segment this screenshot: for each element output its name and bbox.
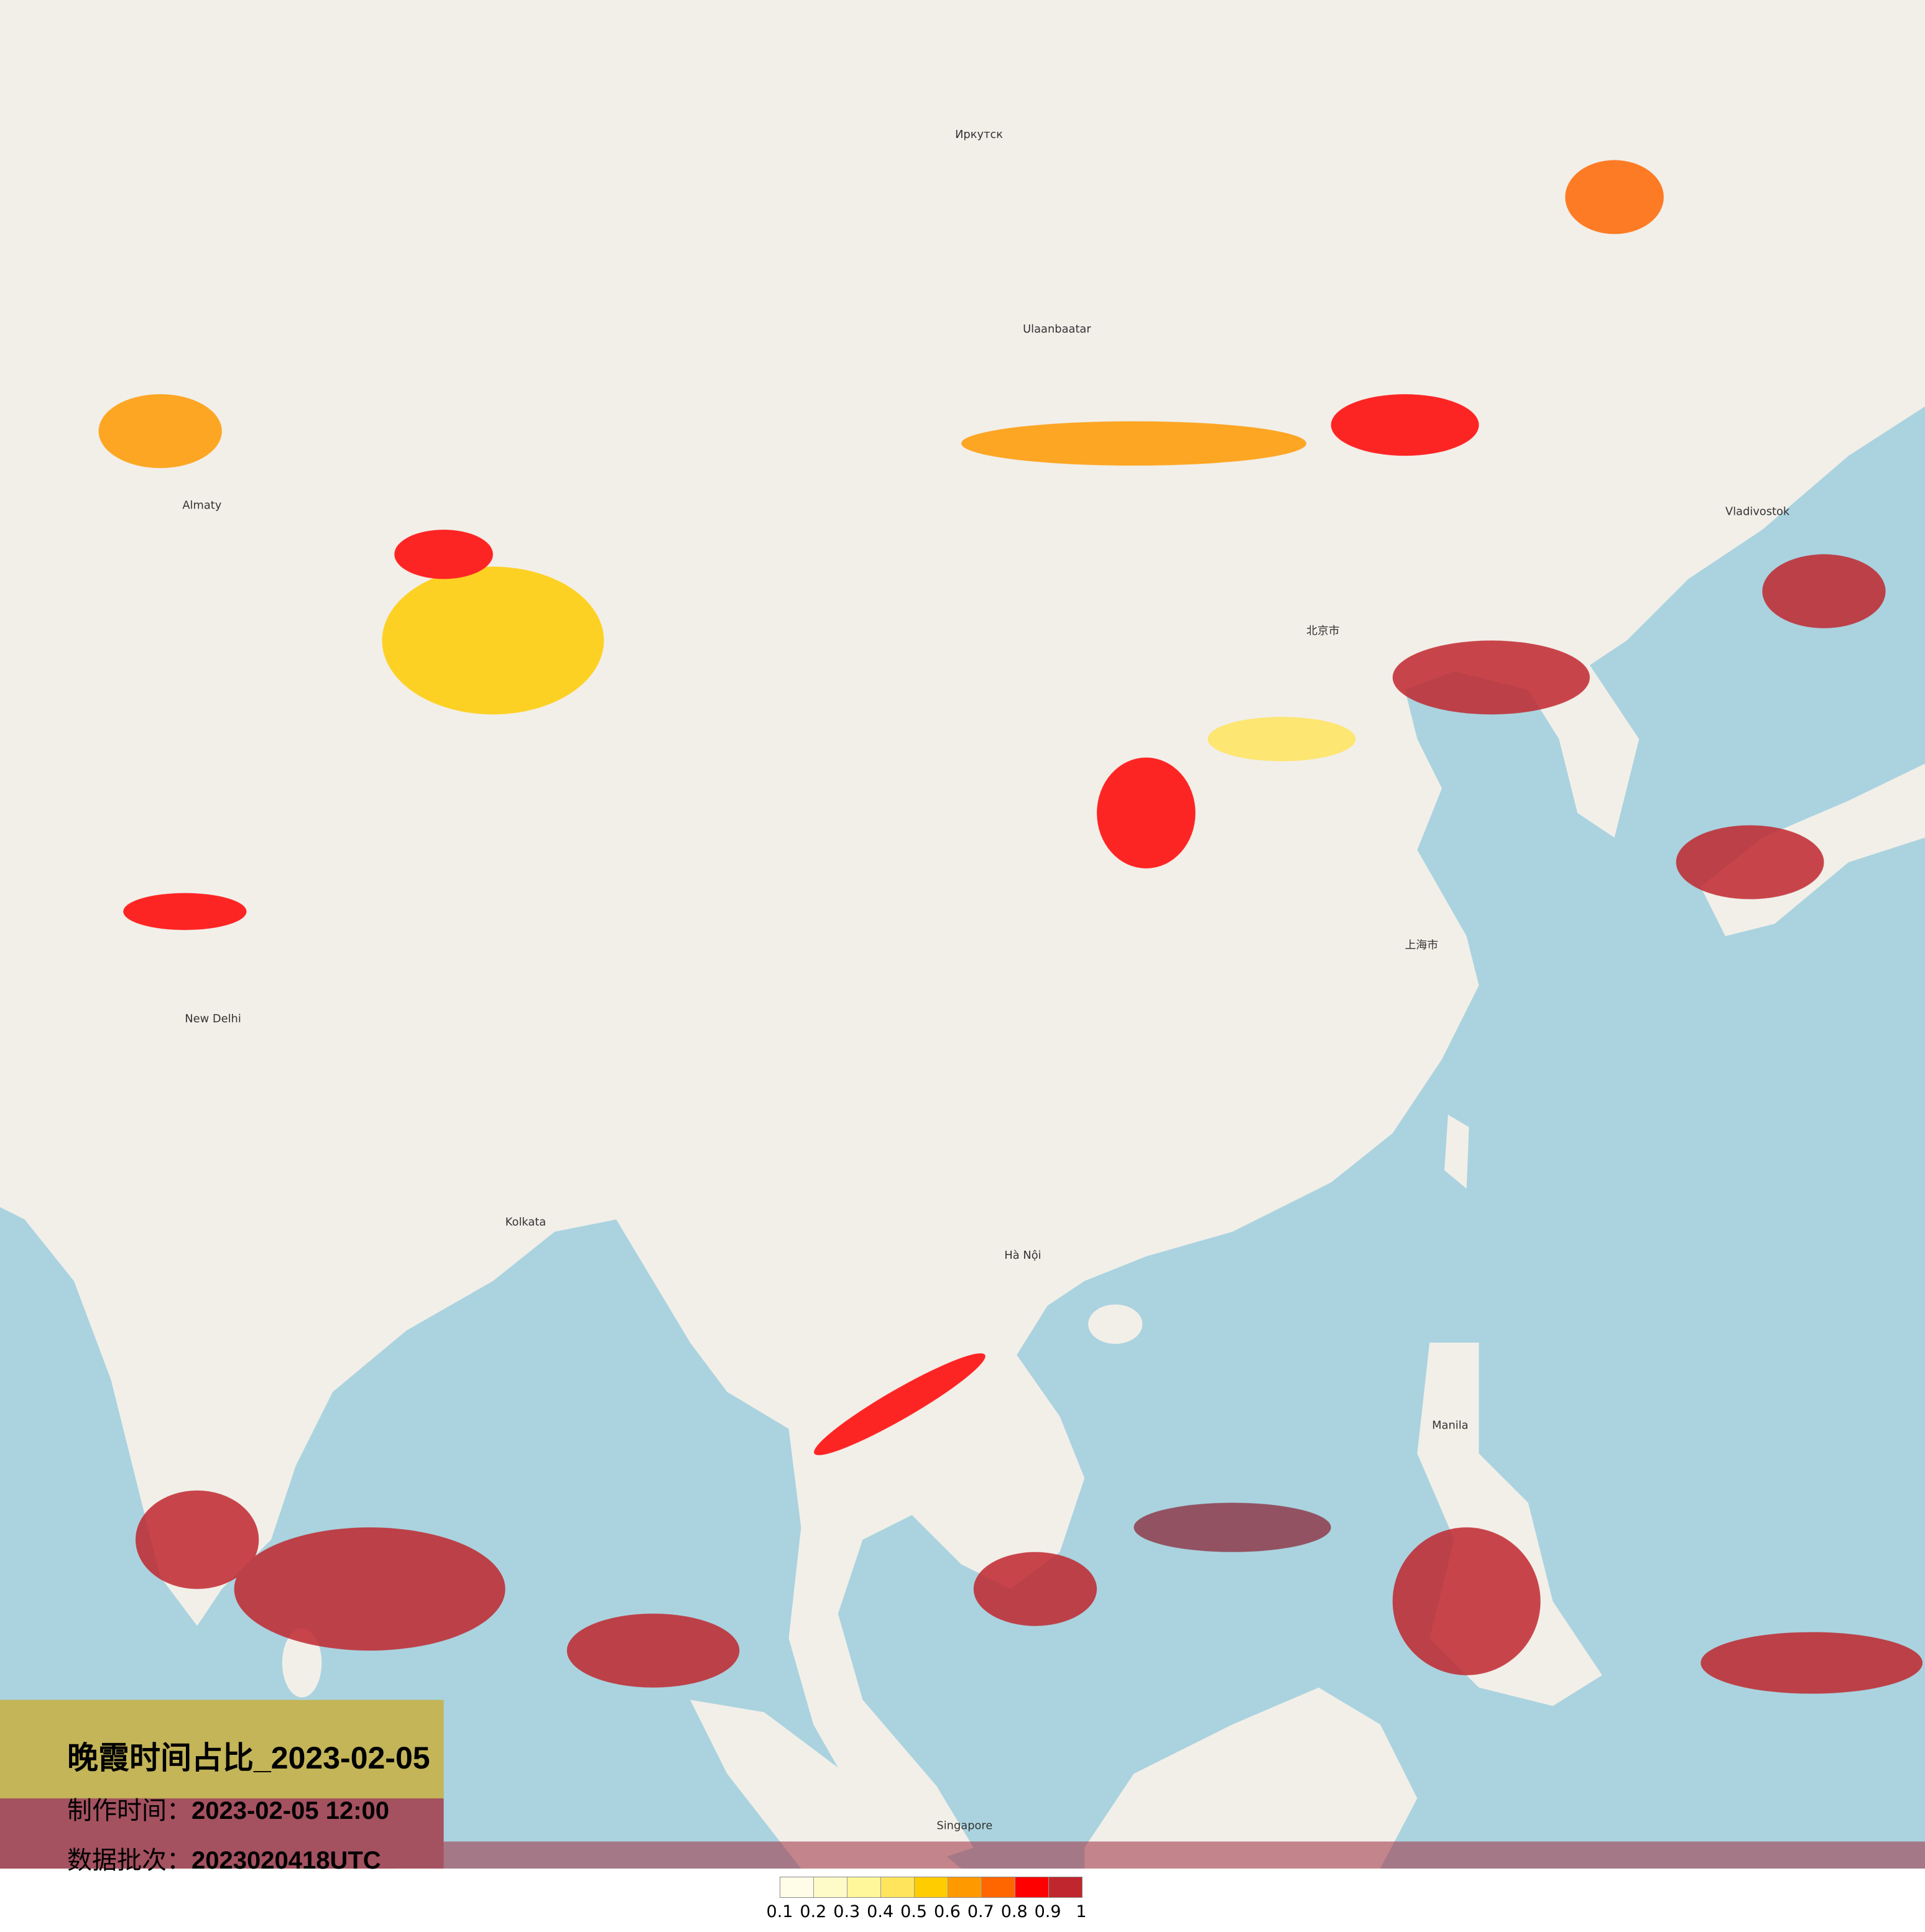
city-label: Ulaanbaatar [1023, 323, 1091, 336]
production-time: 制作时间：2023-02-05 12:00 [67, 1790, 389, 1826]
city-label: Vladivostok [1725, 505, 1790, 518]
data-batch-value: 2023020418UTC [192, 1847, 381, 1874]
city-label: Almaty [182, 499, 221, 512]
heat-region [98, 394, 222, 468]
data-batch-label: 数据批次： [67, 1847, 192, 1874]
heat-region [566, 1613, 740, 1688]
heat-region [961, 421, 1306, 466]
heat-region [973, 1552, 1097, 1626]
legend-swatch [982, 1877, 1015, 1897]
heat-region [1676, 825, 1824, 899]
heat-overlay [0, 160, 1925, 1869]
city-label: Kolkata [505, 1216, 547, 1229]
color-legend [780, 1877, 1083, 1898]
heat-region [234, 1527, 505, 1651]
legend-swatch [1049, 1877, 1082, 1897]
heat-region [1097, 757, 1196, 868]
city-label: Hà Nội [1004, 1249, 1041, 1262]
heat-region [1701, 1632, 1923, 1694]
heat-region [1392, 1527, 1541, 1675]
city-label: Иркутск [955, 128, 1003, 141]
heat-region [443, 1841, 1925, 1869]
legend-tick-label: 0.7 [967, 1902, 994, 1921]
heat-region [394, 530, 493, 579]
city-label: Singapore [936, 1819, 992, 1833]
sri-lanka [282, 1628, 322, 1698]
legend-tick-label: 0.8 [1000, 1902, 1028, 1921]
city-label: Manila [1432, 1419, 1468, 1432]
production-time-value: 2023-02-05 12:00 [192, 1797, 390, 1824]
city-label: New Delhi [185, 1013, 241, 1026]
borneo [1084, 1687, 1418, 1869]
legend-swatch [814, 1877, 847, 1897]
legend-swatch [1015, 1877, 1049, 1897]
city-label: 北京市 [1306, 624, 1340, 637]
legend-tick-label: 0.3 [833, 1902, 861, 1921]
heat-region [1565, 160, 1664, 234]
legend-tick-label: 0.5 [900, 1902, 928, 1921]
heat-region [1762, 554, 1886, 628]
legend-tick-label: 1 [1076, 1902, 1087, 1921]
heat-region [1133, 1502, 1331, 1552]
hainan [1088, 1304, 1143, 1344]
data-batch: 数据批次：2023020418UTC [67, 1840, 381, 1876]
map-title: 晚霞时间占比_2023-02-05 [67, 1741, 430, 1775]
heat-region [0, 1798, 444, 1869]
legend-tick-label: 0.2 [800, 1902, 827, 1921]
heat-region [1331, 394, 1479, 456]
legend-tick-label: 0.1 [766, 1902, 793, 1921]
legend-swatch [780, 1877, 814, 1897]
heatmap-map[interactable]: 北京市 上海市 Ulaanbaatar New Delhi Kolkata Hà… [0, 0, 1925, 1869]
legend-swatch [948, 1877, 982, 1897]
heat-region [382, 566, 604, 715]
taiwan [1444, 1115, 1469, 1189]
legend-tick-label: 0.9 [1034, 1902, 1061, 1921]
heat-region [123, 893, 247, 931]
heat-region [136, 1490, 259, 1589]
legend-swatch [881, 1877, 915, 1897]
city-label: 上海市 [1405, 939, 1439, 952]
heat-region [814, 1353, 986, 1455]
sumatra [690, 1700, 962, 1869]
heat-region [1207, 717, 1356, 761]
production-time-label: 制作时间： [67, 1797, 192, 1824]
legend-swatch [915, 1877, 948, 1897]
heat-region [1392, 640, 1590, 715]
city-labels: 北京市 上海市 Ulaanbaatar New Delhi Kolkata Hà… [182, 128, 1790, 1833]
asia-landmass [0, 0, 1925, 1861]
legend-tick-label: 0.4 [867, 1902, 894, 1921]
legend-swatch [847, 1877, 881, 1897]
legend-tick-label: 0.6 [933, 1902, 961, 1921]
